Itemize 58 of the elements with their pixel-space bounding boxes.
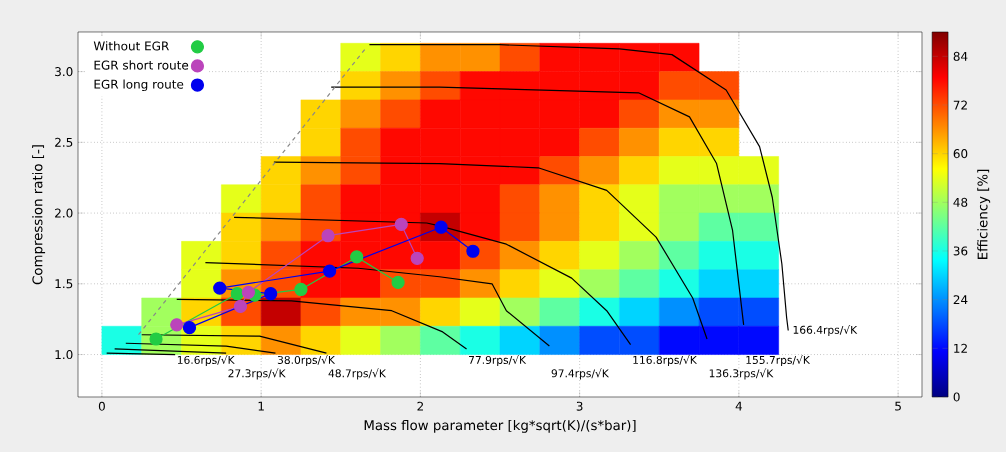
point xyxy=(394,217,408,231)
series-label: 16.6rps/√K xyxy=(177,355,235,367)
x-tick-label: 4 xyxy=(735,401,743,411)
point xyxy=(233,299,248,314)
legend-label: EGR long route xyxy=(94,79,184,92)
x-tick-label: 0 xyxy=(98,401,105,411)
color-bar-label: 48 xyxy=(953,197,968,207)
point xyxy=(182,321,197,335)
y-tick-label: 3.0 xyxy=(55,67,73,77)
point xyxy=(321,229,335,243)
series-label: 116.8rps/√K xyxy=(633,355,698,367)
series-label: 166.4rps/√K xyxy=(793,325,858,336)
point xyxy=(149,332,163,346)
point xyxy=(241,285,255,299)
line-series xyxy=(204,261,550,347)
color-bar-label: 72 xyxy=(953,100,967,110)
color-bar-label: 12 xyxy=(954,343,967,353)
point xyxy=(410,251,424,265)
y-tick-label: 1.5 xyxy=(55,279,73,289)
line-series xyxy=(330,86,745,326)
y-tick-label: 1.0 xyxy=(55,350,73,360)
color-bar-label: 84 xyxy=(953,51,968,61)
legend-label: EGR short route xyxy=(94,60,189,70)
x-tick-label: 2 xyxy=(417,401,424,411)
point xyxy=(213,281,227,295)
color-bar-label: 0 xyxy=(953,392,960,402)
point xyxy=(434,220,448,234)
x-tick-label: 3 xyxy=(576,401,583,411)
point xyxy=(391,275,405,289)
color-bar-label: 24 xyxy=(953,295,968,305)
line-series xyxy=(273,161,708,340)
series-label: 38.0rps/√K xyxy=(277,355,336,367)
point xyxy=(294,282,308,297)
color-bar-label: 36 xyxy=(953,246,968,256)
series-label: 27.3rps/√K xyxy=(228,368,286,380)
y-axis-title: Compression ratio [-] xyxy=(32,145,46,285)
color-bar-label: 60 xyxy=(953,149,968,159)
line-series xyxy=(233,216,632,346)
point xyxy=(264,287,278,301)
x-axis-title: Mass flow parameter [kg*sqrt(K)/(s*bar)] xyxy=(364,419,636,433)
text: 155.7rps/√K xyxy=(746,355,811,367)
point xyxy=(350,250,364,264)
point xyxy=(466,244,480,258)
text: 97.4rps/√K xyxy=(551,368,610,380)
point xyxy=(170,318,184,332)
series-label: 48.7rps/√K xyxy=(328,368,387,380)
legend-label: Without EGR xyxy=(93,41,169,51)
y-tick-label: 2.0 xyxy=(55,208,73,218)
point xyxy=(323,264,337,278)
x-tick-label: 5 xyxy=(895,401,901,411)
y-tick-label: 2.5 xyxy=(55,137,73,147)
line-series xyxy=(368,44,789,332)
x-tick-label: 1 xyxy=(258,401,264,411)
text: 136.3rps/√K xyxy=(709,368,774,380)
series-label: 77.9rps/√K xyxy=(469,355,527,367)
line-series xyxy=(176,298,468,350)
point xyxy=(230,287,244,301)
color-bar-title: Efficiency [%] xyxy=(977,169,991,259)
